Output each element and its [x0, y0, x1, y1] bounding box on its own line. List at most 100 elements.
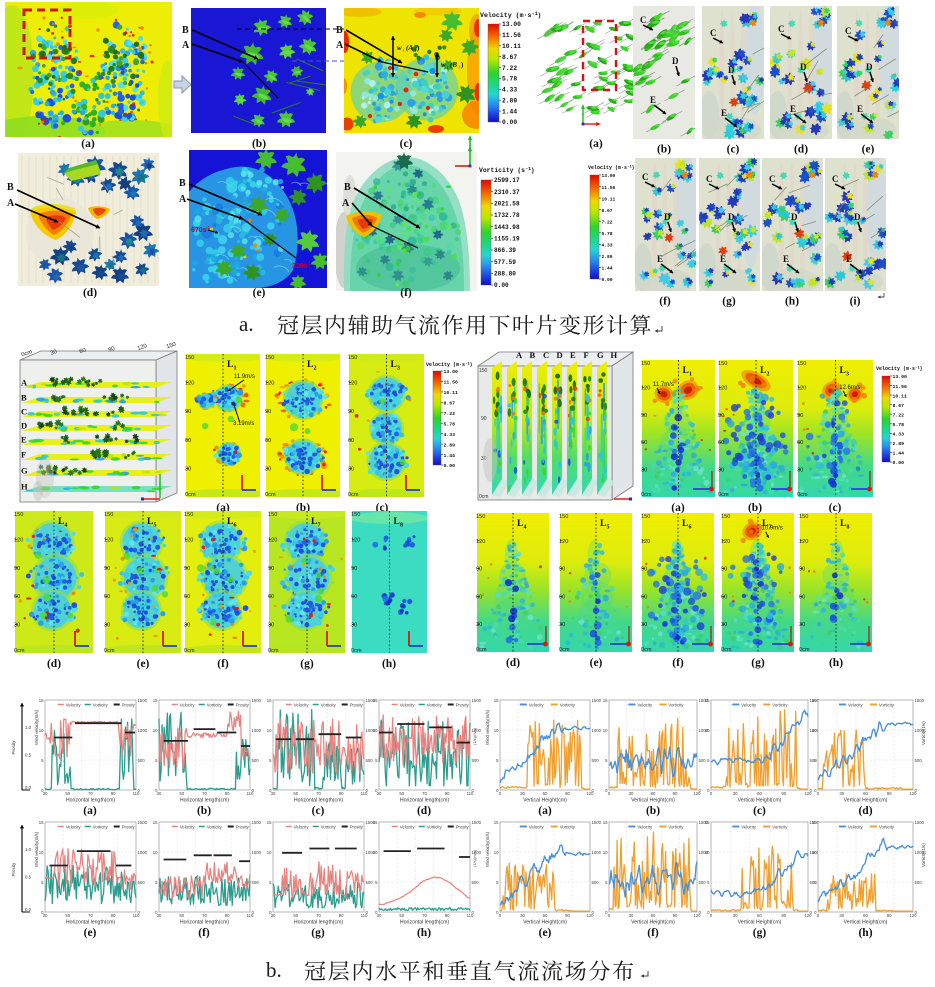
svg-text:F: F — [584, 350, 589, 360]
svg-text:12.6m/s: 12.6m/s — [839, 385, 860, 391]
svg-text:E: E — [650, 95, 656, 105]
svg-text:1: 1 — [458, 65, 460, 70]
svg-text:577.59: 577.59 — [494, 259, 516, 266]
svg-text:-1: -1 — [915, 367, 920, 371]
svg-text:90: 90 — [481, 416, 487, 422]
svg-text:120: 120 — [268, 537, 277, 543]
svg-text:): ) — [632, 165, 635, 171]
svg-text:4: 4 — [65, 523, 68, 529]
svg-text:(c): (c) — [400, 138, 413, 150]
svg-text:D: D — [791, 212, 798, 222]
svg-text:120: 120 — [721, 539, 730, 545]
svg-text:10.11: 10.11 — [602, 196, 616, 202]
svg-text:500: 500 — [138, 758, 146, 763]
svg-text:120: 120 — [799, 539, 808, 545]
svg-text:5.78: 5.78 — [444, 421, 456, 427]
svg-text:150: 150 — [268, 512, 277, 518]
svg-text:L: L — [147, 517, 153, 527]
svg-text:0.00: 0.00 — [502, 119, 517, 126]
svg-text:A: A — [516, 350, 523, 360]
svg-text:150: 150 — [104, 512, 113, 518]
svg-text:5: 5 — [154, 523, 157, 529]
svg-text:30: 30 — [559, 622, 565, 628]
svg-text:B: B — [336, 25, 343, 36]
svg-text:0cm: 0cm — [185, 492, 196, 498]
svg-text:1: 1 — [689, 372, 692, 378]
svg-text:D: D — [21, 421, 27, 431]
svg-text:1: 1 — [234, 366, 237, 372]
svg-text:90: 90 — [799, 567, 805, 573]
svg-text:D: D — [866, 62, 873, 72]
svg-text:7.22: 7.22 — [444, 411, 456, 417]
svg-text:150: 150 — [559, 514, 568, 520]
svg-text:7: 7 — [318, 523, 321, 529]
svg-text:60: 60 — [718, 440, 724, 446]
svg-text:): ) — [531, 167, 535, 174]
svg-text:E: E — [21, 435, 27, 445]
svg-text:30: 30 — [268, 623, 274, 629]
svg-text:A: A — [342, 198, 350, 209]
svg-text:60: 60 — [14, 594, 20, 600]
svg-text:2021.58: 2021.58 — [494, 201, 520, 208]
svg-text:(d): (d) — [506, 657, 520, 669]
svg-text:(b): (b) — [252, 138, 266, 150]
svg-text:1732.78: 1732.78 — [494, 212, 520, 219]
svg-text:(f): (f) — [217, 658, 229, 670]
svg-text:670s: 670s — [191, 227, 207, 234]
svg-text:H: H — [611, 350, 618, 360]
svg-text:Vorticity: Vorticity — [93, 702, 109, 707]
svg-text:90: 90 — [268, 566, 274, 572]
svg-text:t: t — [403, 48, 405, 53]
svg-text:C: C — [642, 172, 649, 182]
svg-text:0.5: 0.5 — [25, 753, 32, 758]
svg-text:A: A — [336, 40, 344, 51]
svg-text:E: E — [857, 104, 863, 114]
svg-text:(h): (h) — [829, 657, 843, 669]
svg-text:L: L — [840, 519, 846, 529]
svg-text:(d): (d) — [47, 658, 61, 670]
svg-text:(h): (h) — [382, 658, 396, 670]
svg-text:1500: 1500 — [138, 698, 148, 703]
svg-text:60: 60 — [265, 438, 271, 444]
svg-text:1443.98: 1443.98 — [494, 224, 520, 231]
svg-text:L: L — [762, 519, 768, 529]
svg-text:(a): (a) — [589, 138, 603, 150]
svg-text:C: C — [640, 15, 647, 25]
svg-text:L: L — [517, 519, 523, 529]
svg-text:90: 90 — [14, 566, 20, 572]
svg-text:8.67: 8.67 — [893, 403, 905, 409]
svg-text:-1: -1 — [307, 261, 311, 266]
svg-text:0cm: 0cm — [265, 492, 276, 498]
svg-text:L: L — [682, 519, 688, 529]
svg-text:60: 60 — [641, 440, 647, 446]
svg-text:1: 1 — [414, 48, 416, 53]
svg-text:120: 120 — [348, 381, 357, 387]
svg-text:A: A — [182, 40, 190, 51]
svg-text:): ) — [417, 44, 420, 52]
svg-text:90: 90 — [641, 567, 647, 573]
svg-text:4.33: 4.33 — [602, 243, 613, 249]
svg-text:(d): (d) — [83, 287, 97, 299]
svg-text:10.9m/s: 10.9m/s — [762, 526, 783, 532]
svg-text:E: E — [721, 108, 727, 118]
svg-text:11.56: 11.56 — [444, 380, 459, 386]
svg-text:-1: -1 — [465, 363, 470, 367]
svg-text:0cm: 0cm — [184, 648, 195, 654]
svg-text:7.22: 7.22 — [602, 219, 613, 225]
svg-text:L: L — [840, 366, 846, 376]
svg-text:30: 30 — [348, 466, 354, 472]
svg-text:90: 90 — [721, 567, 727, 573]
svg-text:120: 120 — [14, 537, 23, 543]
svg-text:H: H — [21, 482, 28, 492]
svg-text:(B: (B — [450, 61, 457, 69]
svg-text:0cm: 0cm — [351, 648, 362, 654]
svg-text:(f): (f) — [672, 657, 684, 669]
svg-text:C: C — [769, 174, 776, 184]
svg-text:1.44: 1.44 — [502, 108, 517, 115]
svg-text:D: D — [672, 56, 679, 66]
svg-text:90: 90 — [265, 409, 271, 415]
svg-text:90: 90 — [476, 567, 482, 573]
svg-text:150: 150 — [641, 514, 650, 520]
svg-text:150: 150 — [185, 355, 194, 361]
svg-text:288.80: 288.80 — [494, 271, 516, 278]
